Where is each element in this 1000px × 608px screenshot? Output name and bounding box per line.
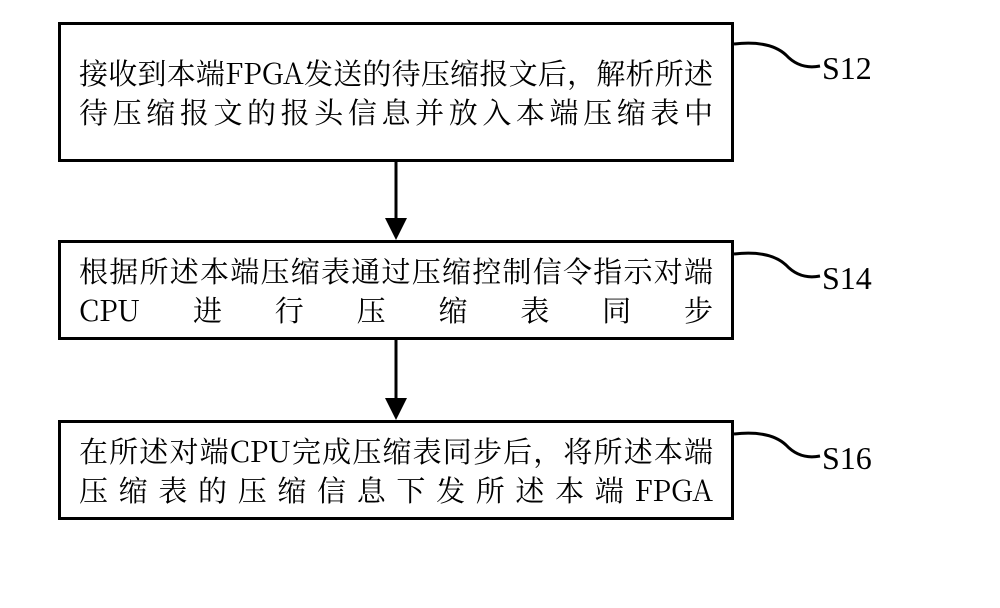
flow-node-2-text: 根据所述本端压缩表通过压缩控制信令指示对端CPU进行压缩表同步 — [79, 251, 713, 329]
flow-node-3-text: 在所述对端CPU完成压缩表同步后，将所述本端压缩表的压缩信息下发所述本端FPGA — [79, 431, 713, 509]
flow-node-2: 根据所述本端压缩表通过压缩控制信令指示对端CPU进行压缩表同步 — [58, 240, 734, 340]
step-label-3: S16 — [822, 440, 872, 477]
flow-node-1: 接收到本端FPGA发送的待压缩报文后，解析所述待压缩报文的报头信息并放入本端压缩… — [58, 22, 734, 162]
flowchart-canvas: 接收到本端FPGA发送的待压缩报文后，解析所述待压缩报文的报头信息并放入本端压缩… — [0, 0, 1000, 608]
flow-node-3: 在所述对端CPU完成压缩表同步后，将所述本端压缩表的压缩信息下发所述本端FPGA — [58, 420, 734, 520]
step-label-2: S14 — [822, 260, 872, 297]
step-label-1: S12 — [822, 50, 872, 87]
flow-node-1-text: 接收到本端FPGA发送的待压缩报文后，解析所述待压缩报文的报头信息并放入本端压缩… — [79, 53, 713, 131]
